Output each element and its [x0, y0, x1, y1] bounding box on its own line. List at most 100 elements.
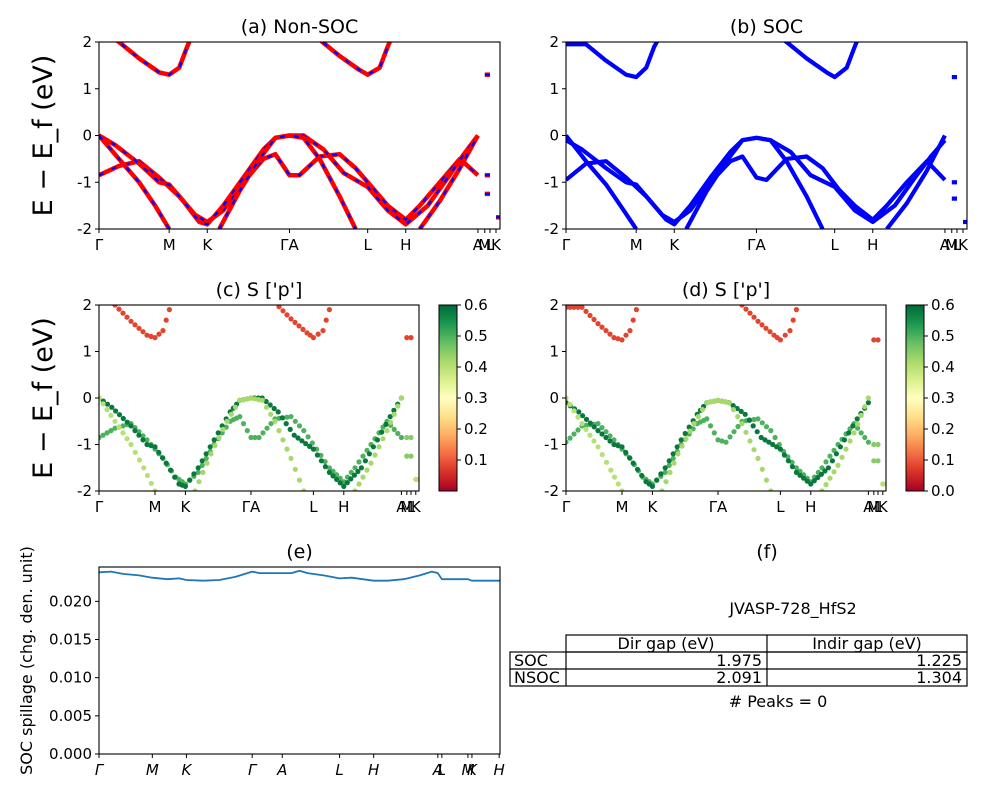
band-line-6 [782, 42, 859, 80]
band-point-1-63 [808, 481, 814, 487]
band-point-0-4 [112, 425, 118, 431]
band-point-6-8 [755, 318, 761, 324]
band-point-2-4 [112, 418, 118, 424]
xtick-label: H [368, 761, 379, 779]
band-point-3-2 [667, 469, 673, 475]
band-point-0-42 [727, 434, 733, 440]
band-line-3 [217, 133, 358, 229]
band-point-0-49 [288, 414, 294, 420]
band-point-0-41 [256, 434, 262, 441]
band-point-1-19 [172, 474, 178, 480]
band-point-0-40 [719, 438, 725, 444]
band-point-8-0 [871, 441, 877, 448]
band-dash-4 [418, 134, 479, 229]
band-point-4-9 [855, 421, 861, 427]
ytick-label: -2 [77, 220, 92, 238]
band-point-1-47 [746, 417, 752, 423]
band-point-0-3 [575, 427, 581, 433]
band-point-1-52 [299, 438, 305, 444]
ylabel-c: E − E_f (eV) [28, 317, 59, 479]
band-point-1-56 [314, 452, 320, 458]
band-point-6-6 [747, 310, 753, 316]
xtick-label: K [467, 761, 478, 779]
band-point-6-8 [288, 316, 294, 322]
xtick-label: H [338, 498, 349, 516]
xtick-label: A [276, 761, 287, 779]
band-point-1-75 [387, 414, 393, 420]
band-point-7-1 [408, 335, 414, 341]
band-point-1-4 [580, 413, 586, 419]
band-point-1-26 [666, 458, 672, 464]
xtick-label: Γ [562, 498, 571, 516]
band-point-0-26 [199, 462, 205, 468]
band-line-4 [885, 134, 947, 229]
band-point-1-19 [639, 472, 645, 479]
panel-title-e: (e) [286, 541, 313, 563]
band-point-4-10 [391, 411, 397, 417]
band-point-3-25 [759, 466, 765, 472]
band-point-0-66 [823, 459, 829, 465]
xtick-label: K [491, 236, 502, 254]
plot-area-d [566, 305, 886, 491]
band-point-3-0 [659, 488, 665, 491]
band-point-0-8 [595, 421, 601, 427]
band-point-0-37 [707, 423, 714, 429]
band-point-3-21 [276, 428, 282, 434]
xtick-label: M [945, 236, 958, 254]
ytick-label: -2 [544, 482, 559, 500]
band-point-4-2 [360, 474, 366, 480]
band-point-5-13 [148, 333, 154, 339]
band-point-0-48 [284, 414, 290, 420]
band-point-1-12 [144, 441, 150, 448]
band-point-1-51 [295, 435, 301, 441]
xtick-label: L [438, 761, 446, 779]
band-point-4-1 [823, 482, 829, 488]
band-point-1-60 [330, 473, 336, 479]
band-point-0-39 [715, 437, 721, 443]
band-point-0-50 [759, 420, 765, 426]
band-point-3-0 [192, 488, 198, 491]
band-point-6-7 [284, 312, 290, 318]
band-point-1-28 [207, 444, 213, 450]
band-point-1-7 [124, 419, 130, 425]
band-point-3-3 [671, 460, 677, 466]
ytick-label: 0.015 [49, 631, 92, 649]
band-point-1-53 [303, 441, 309, 447]
plot-area-b [566, 42, 967, 229]
band-point-1-6 [120, 415, 126, 422]
band-point-2-11 [608, 467, 614, 473]
band-line-5 [566, 42, 660, 80]
band-point-2-1 [567, 401, 573, 407]
band-point-2-7 [124, 436, 130, 442]
band-point-1-69 [829, 458, 836, 464]
band-point-3-22 [280, 437, 286, 443]
band-point-0-51 [296, 423, 303, 429]
ytick-label: 0 [549, 389, 559, 407]
band-point-3-4 [675, 451, 681, 457]
band-point-7-0 [871, 337, 877, 343]
band-point-3-18 [263, 404, 270, 410]
band-point-1-11 [607, 438, 613, 444]
band-point-6-11 [300, 326, 306, 332]
band-point-1-72 [841, 437, 848, 443]
band-point-1-56 [781, 452, 788, 458]
band-point-1-59 [793, 469, 800, 475]
band-point-0-10 [603, 429, 609, 435]
ylabel-e: SOC spillage (chg. den. unit) [17, 546, 36, 775]
band-point-0-58 [793, 465, 800, 471]
band-point-3-10 [232, 404, 239, 410]
band-point-5-12 [611, 335, 617, 341]
band-point-2-6 [120, 430, 126, 436]
colorbar-tick-label: 0.5 [931, 327, 955, 345]
band-point-7-0 [404, 335, 410, 341]
band-point-0-67 [827, 453, 833, 459]
band-point-5-11 [607, 331, 613, 337]
band-point-1-57 [785, 458, 792, 464]
colorbar-tick-label: 0.6 [931, 296, 955, 314]
xtick-label: M [616, 498, 629, 516]
band-point-3-20 [739, 421, 745, 427]
band-point-0-38 [711, 430, 717, 436]
band-point-1-13 [615, 443, 621, 449]
xtick-label: K [181, 761, 192, 779]
band-point-1-55 [777, 446, 784, 452]
